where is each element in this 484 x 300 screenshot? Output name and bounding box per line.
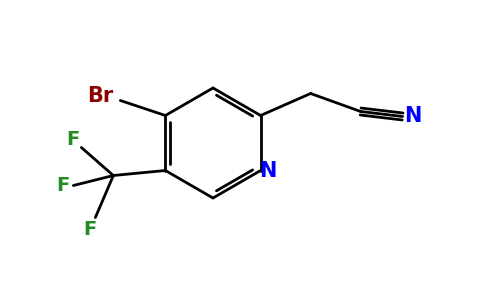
Text: N: N xyxy=(404,106,421,127)
Text: Br: Br xyxy=(87,85,113,106)
Text: F: F xyxy=(57,176,70,195)
Text: F: F xyxy=(67,130,80,149)
Text: F: F xyxy=(84,220,97,239)
Text: N: N xyxy=(259,160,276,181)
